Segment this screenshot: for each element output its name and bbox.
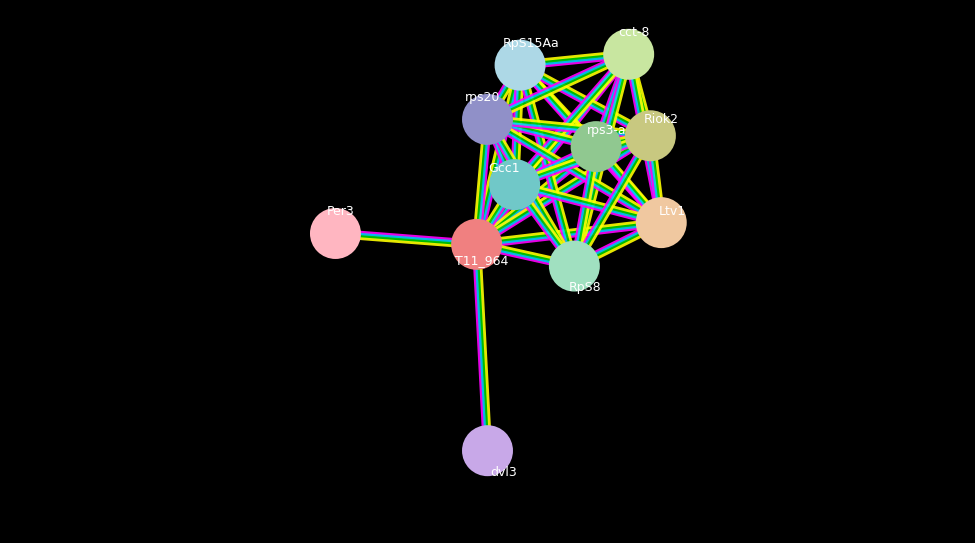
Text: Gcc1: Gcc1 (488, 162, 520, 175)
Text: Per3: Per3 (327, 205, 355, 218)
Text: rps3-a: rps3-a (587, 124, 627, 137)
Circle shape (550, 242, 599, 291)
Text: cct-8: cct-8 (618, 26, 649, 39)
Circle shape (637, 198, 685, 247)
Text: dvl3: dvl3 (490, 466, 517, 479)
Circle shape (311, 209, 360, 258)
Circle shape (571, 122, 620, 171)
Text: rps20: rps20 (464, 91, 500, 104)
Text: RpS15Aa: RpS15Aa (502, 37, 560, 50)
Text: Ltv1: Ltv1 (658, 205, 685, 218)
Text: T11_964: T11_964 (455, 254, 509, 267)
Circle shape (463, 95, 512, 144)
Circle shape (463, 426, 512, 475)
Circle shape (604, 30, 653, 79)
Circle shape (452, 220, 501, 269)
Text: Riok2: Riok2 (644, 113, 679, 126)
Circle shape (495, 41, 544, 90)
Circle shape (490, 160, 539, 209)
Text: RpS8: RpS8 (569, 281, 602, 294)
Circle shape (626, 111, 675, 160)
